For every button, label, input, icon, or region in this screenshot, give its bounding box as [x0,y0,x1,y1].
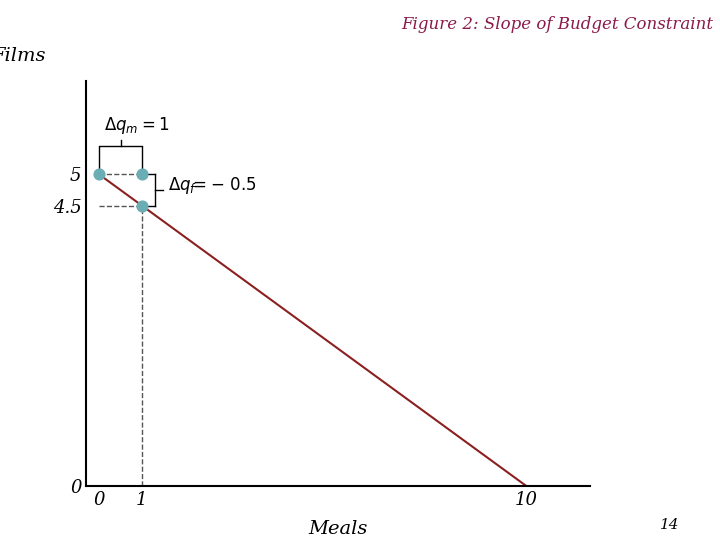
Point [94,170,105,179]
Point [136,170,148,179]
Text: $\Delta q_f\!\!=\! -\, 0.5$: $\Delta q_f\!\!=\! -\, 0.5$ [168,176,256,196]
Text: $\Delta q_m = 1$: $\Delta q_m = 1$ [104,115,170,136]
Y-axis label: Films: Films [0,47,46,65]
Text: 14: 14 [660,518,680,532]
Point [136,201,148,210]
Text: Figure 2: Slope of Budget Constraint: Figure 2: Slope of Budget Constraint [401,16,713,33]
X-axis label: Meals: Meals [309,520,368,538]
